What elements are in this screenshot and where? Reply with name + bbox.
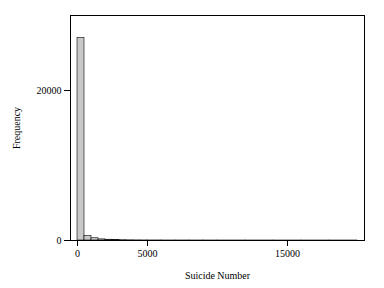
svg-text:15000: 15000: [275, 248, 300, 259]
svg-text:20000: 20000: [37, 85, 62, 96]
svg-text:5000: 5000: [138, 248, 158, 259]
svg-text:0: 0: [75, 248, 80, 259]
svg-text:0: 0: [57, 235, 62, 246]
svg-text:Frequency: Frequency: [11, 107, 22, 149]
svg-text:Suicide Number: Suicide Number: [185, 270, 251, 281]
